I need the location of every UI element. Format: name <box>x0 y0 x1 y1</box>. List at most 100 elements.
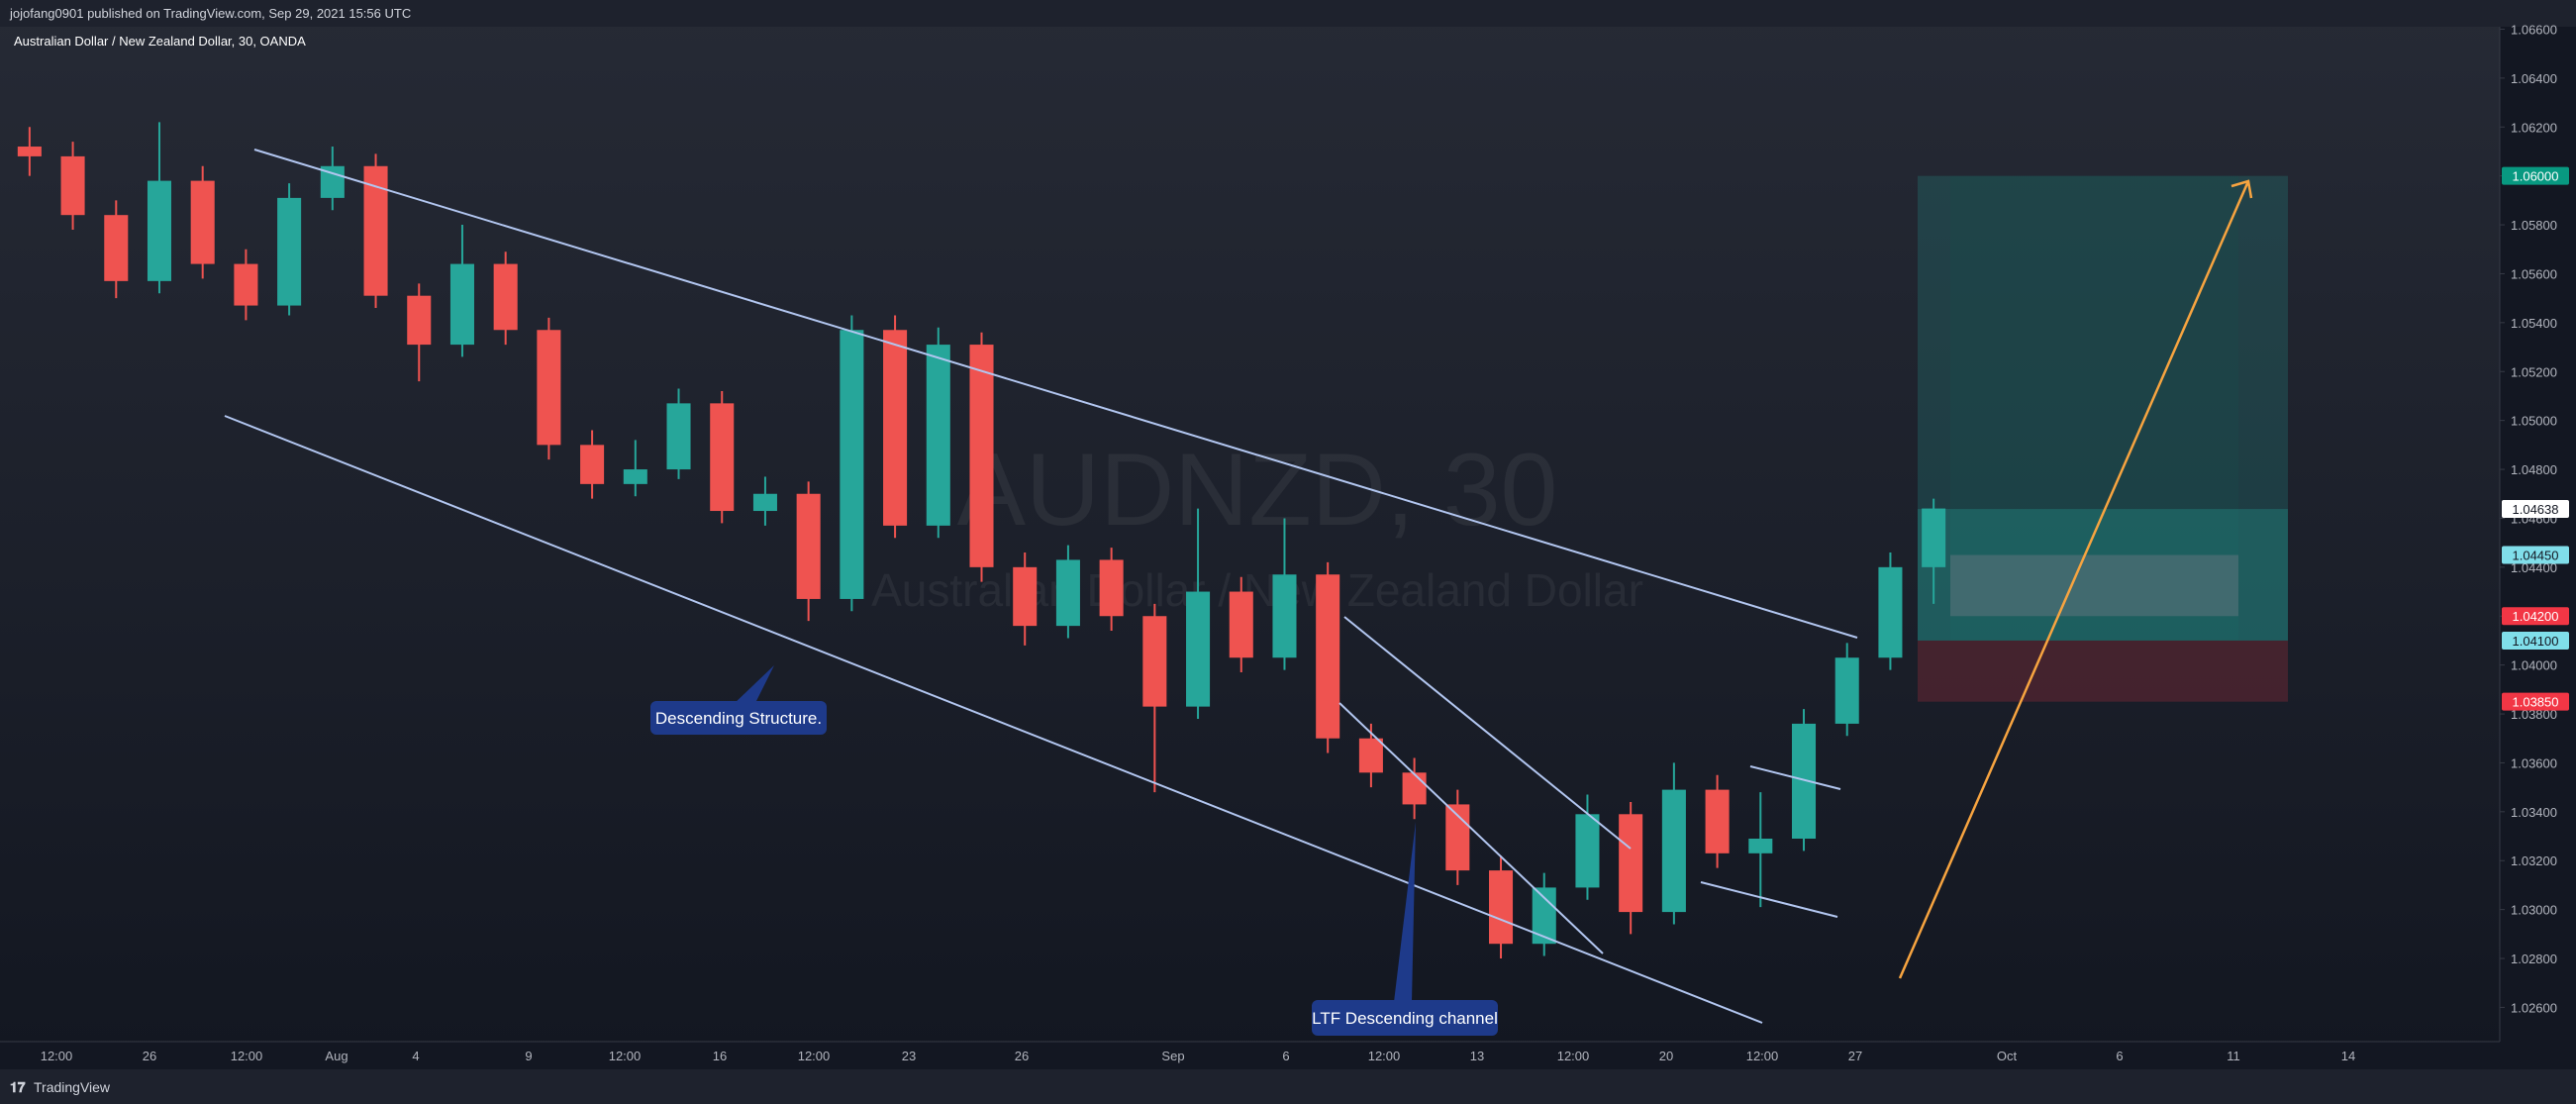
channel-upper <box>253 149 1858 639</box>
y-tick-label: 1.03200 <box>2511 853 2557 868</box>
x-tick-label: 12:00 <box>231 1049 263 1063</box>
candle-body <box>537 330 561 446</box>
candle-body <box>1013 566 1038 627</box>
x-tick-label: 6 <box>1282 1049 1289 1063</box>
stop-zone <box>1918 640 2288 702</box>
time-axis <box>0 1042 2576 1069</box>
candle-body <box>363 165 388 296</box>
x-tick-label: Sep <box>1161 1049 1184 1063</box>
arrow-head <box>2230 179 2253 199</box>
x-tick-label: 12:00 <box>1557 1049 1590 1063</box>
x-tick-label: 20 <box>1659 1049 1673 1063</box>
candle-body <box>1834 657 1859 724</box>
symbol-info: Australian Dollar / New Zealand Dollar, … <box>14 34 306 49</box>
candle-body <box>666 403 691 470</box>
price-tag-label: 1.06000 <box>2513 169 2559 184</box>
candle-body <box>1358 738 1383 773</box>
x-tick-label: Oct <box>1997 1049 2018 1063</box>
x-tick-label: 4 <box>412 1049 419 1063</box>
candle-body <box>1055 559 1080 627</box>
x-tick-label: 6 <box>2116 1049 2123 1063</box>
candle-body <box>277 197 302 306</box>
price-tag-label: 1.03850 <box>2513 695 2559 710</box>
y-tick-label: 1.06600 <box>2511 22 2557 37</box>
candle-body <box>234 263 258 306</box>
candle-body <box>147 180 172 281</box>
price-tag <box>2502 166 2569 185</box>
candle-body <box>17 147 42 156</box>
price-axis <box>2500 27 2576 1042</box>
candle-body <box>190 180 215 264</box>
candle-body <box>1272 574 1297 658</box>
x-tick-label: 12:00 <box>1746 1049 1779 1063</box>
candle-body <box>1532 887 1556 945</box>
candle-body <box>1186 591 1211 707</box>
arrow <box>1898 179 2253 979</box>
candle-body <box>1142 616 1167 707</box>
callout-pointer <box>733 665 774 705</box>
x-tick-label: 12:00 <box>798 1049 831 1063</box>
candle-body <box>1661 789 1686 913</box>
price-tag <box>2502 500 2569 519</box>
candle-body <box>1402 772 1427 805</box>
price-tag-label: 1.04638 <box>2513 502 2559 517</box>
x-tick-label: 13 <box>1470 1049 1484 1063</box>
candle-body <box>407 295 432 346</box>
inner-range <box>1950 554 2238 617</box>
candle-body <box>840 330 864 599</box>
price-tags: 1.06000 1.04638 1.04450 1.04200 1.04100 1.038… <box>2502 166 2569 711</box>
x-tick-label: 16 <box>713 1049 727 1063</box>
position-zones <box>1918 175 2288 702</box>
callout-text: LTF Descending channel <box>1312 1009 1498 1028</box>
candle-body <box>493 263 518 331</box>
y-tick-label: 1.04000 <box>2511 658 2557 673</box>
callout-box <box>1312 1000 1498 1036</box>
y-tick-label: 1.05400 <box>2511 316 2557 331</box>
footer-logo: 𝟏𝟕 <box>10 1079 26 1095</box>
callout-pointer <box>1394 822 1416 1002</box>
y-tick-label: 1.03000 <box>2511 903 2557 918</box>
y-tick-label: 1.03800 <box>2511 707 2557 722</box>
x-axis: 12:00 26 12:00 Aug 4 9 12:00 16 12:00 23 26 Sep 6 12:… <box>41 1049 2356 1063</box>
x-tick-label: 12:00 <box>609 1049 642 1063</box>
candle-body <box>580 445 605 484</box>
arrow-line <box>1898 180 2250 979</box>
price-tag-label: 1.04200 <box>2513 609 2559 624</box>
price-tag <box>2502 631 2569 650</box>
x-tick-label: 9 <box>525 1049 532 1063</box>
candle-body <box>1099 559 1124 617</box>
y-tick-label: 1.05800 <box>2511 218 2557 233</box>
candles <box>17 122 1946 959</box>
candle-body <box>710 403 735 512</box>
y-tick-label: 1.03400 <box>2511 805 2557 820</box>
target-zone-inner <box>1950 175 2238 641</box>
y-tick-label: 1.02600 <box>2511 1000 2557 1015</box>
y-tick-label: 1.06400 <box>2511 71 2557 86</box>
candle-body <box>969 345 994 567</box>
price-tag <box>2502 692 2569 711</box>
watermark-subtitle: Australian Dollar / New Zealand Dollar <box>871 564 1643 616</box>
price-tag-label: 1.04450 <box>2513 548 2559 562</box>
x-tick-label: 23 <box>902 1049 916 1063</box>
current-zone <box>1918 509 2288 641</box>
drawings <box>224 149 1858 1024</box>
candle-body <box>1922 508 1946 567</box>
callout-box <box>650 701 827 735</box>
ltf-channel-upper <box>1343 616 1632 850</box>
candle-body <box>752 493 777 512</box>
candle-body <box>449 263 474 346</box>
y-axis: 1.02600 1.02800 1.03000 1.03200 1.03400 1.036… <box>2500 22 2557 1015</box>
y-tick-label: 1.05000 <box>2511 414 2557 429</box>
candle-body <box>1316 574 1340 739</box>
channel-lower <box>224 415 1763 1024</box>
candle-body <box>1489 870 1514 945</box>
callout-text: Descending Structure. <box>655 709 822 728</box>
ltf-channel-lower <box>1338 702 1604 954</box>
price-tag <box>2502 546 2569 564</box>
candle-body <box>1705 789 1730 853</box>
x-tick-label: 26 <box>143 1049 156 1063</box>
candle-body <box>104 215 129 281</box>
